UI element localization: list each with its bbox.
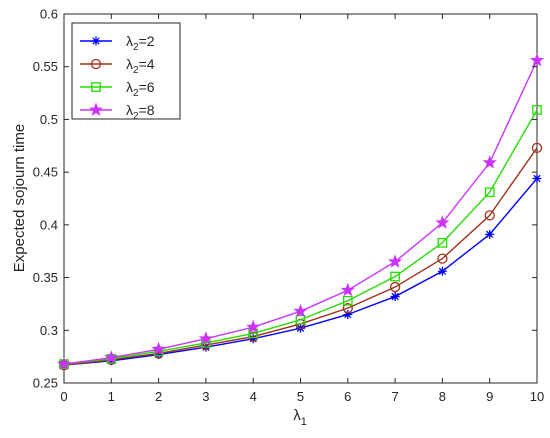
x-axis-label-base: λ: [293, 407, 301, 424]
x-axis-label-sub: 1: [301, 416, 307, 428]
y-tick-label: 0.5: [40, 112, 58, 127]
data-point-asterisk: [485, 229, 495, 239]
legend-label-base: λ: [126, 79, 133, 95]
data-point-star: [198, 331, 213, 345]
data-point-star: [104, 350, 119, 364]
x-tick-label: 3: [202, 389, 209, 404]
x-tick-label: 4: [250, 389, 257, 404]
legend-item: λ2=8: [80, 102, 155, 122]
data-point-circle: [342, 302, 353, 314]
data-point-star: [388, 254, 403, 268]
x-tick-label: 0: [60, 389, 67, 404]
data-point-star: [88, 102, 104, 117]
legend-box: [71, 22, 181, 120]
legend-label-suffix: =8: [139, 102, 155, 118]
data-point-square: [91, 82, 101, 92]
data-point-star: [435, 215, 450, 229]
y-tick-label: 0.35: [33, 270, 58, 285]
data-point-circle: [531, 142, 543, 154]
legend: λ2=2λ2=4λ2=6λ2=8: [71, 22, 181, 122]
data-point-asterisk: [532, 173, 542, 183]
data-point-asterisk: [343, 309, 353, 319]
series-4: [56, 52, 545, 371]
series-layer: [56, 52, 545, 371]
data-point-star: [482, 155, 497, 169]
x-tick-label: 2: [155, 389, 162, 404]
data-point-star: [340, 282, 355, 297]
legend-label-sub: 2: [133, 111, 139, 122]
data-point-square: [342, 295, 353, 306]
y-tick-label: 0.4: [40, 217, 58, 232]
data-point-asterisk: [390, 292, 400, 302]
data-point-star: [293, 303, 308, 318]
data-point-circle: [389, 281, 401, 293]
legend-item: λ2=6: [80, 79, 155, 99]
data-point-star: [151, 341, 166, 356]
legend-label: λ2=8: [126, 102, 155, 122]
y-tick-label: 0.25: [33, 376, 58, 391]
data-point-asterisk: [154, 350, 164, 360]
data-point-square: [437, 237, 448, 248]
data-point-asterisk: [106, 356, 116, 366]
x-tick-label: 8: [439, 389, 446, 404]
data-point-asterisk: [91, 36, 101, 46]
legend-label-suffix: =6: [139, 79, 155, 95]
legend-label-base: λ: [126, 33, 133, 49]
data-point-circle: [90, 58, 102, 70]
x-tick-label: 7: [391, 389, 398, 404]
y-axis-label: Expected sojourn time: [11, 124, 28, 272]
legend-label-sub: 2: [133, 65, 139, 76]
data-point-star: [246, 319, 261, 334]
data-point-asterisk: [248, 334, 258, 344]
y-tick-label: 0.3: [40, 323, 58, 338]
data-point-asterisk: [437, 266, 447, 276]
data-point-star: [56, 356, 72, 371]
x-tick-label: 5: [297, 389, 304, 404]
legend-label: λ2=4: [126, 56, 155, 76]
x-axis-label: λ1: [293, 407, 307, 428]
y-tick-label: 0.6: [40, 7, 58, 22]
series-line: [63, 109, 538, 365]
y-tick-label: 0.55: [33, 59, 58, 74]
legend-label-sub: 2: [133, 88, 139, 99]
data-point-star: [529, 52, 545, 67]
x-tick-label: 1: [108, 389, 115, 404]
legend-label: λ2=6: [126, 79, 155, 99]
y-tick-label: 0.45: [33, 165, 58, 180]
data-point-square: [390, 271, 400, 282]
legend-item: λ2=2: [80, 33, 155, 53]
x-tick-label: 10: [530, 389, 544, 404]
data-point-square: [484, 187, 495, 198]
legend-label-base: λ: [126, 102, 133, 118]
x-tick-label: 9: [486, 389, 493, 404]
data-point-square: [532, 105, 542, 115]
legend-label-suffix: =2: [139, 33, 155, 49]
data-point-circle: [484, 210, 495, 221]
y-ticks: 0.25 0.3 0.35 0.4 0.45 0.5 0.55 0.6: [33, 7, 537, 391]
x-tick-label: 6: [344, 389, 351, 404]
legend-label-sub: 2: [133, 42, 139, 53]
data-point-circle: [437, 253, 448, 264]
legend-label-base: λ: [126, 56, 133, 72]
data-point-square: [295, 314, 306, 325]
legend-label: λ2=2: [126, 33, 155, 53]
x-ticks: 0 1 2 3 4 5 6 7 8 9 10: [60, 14, 544, 404]
legend-label-suffix: =4: [139, 56, 155, 72]
legend-item: λ2=4: [80, 56, 155, 76]
